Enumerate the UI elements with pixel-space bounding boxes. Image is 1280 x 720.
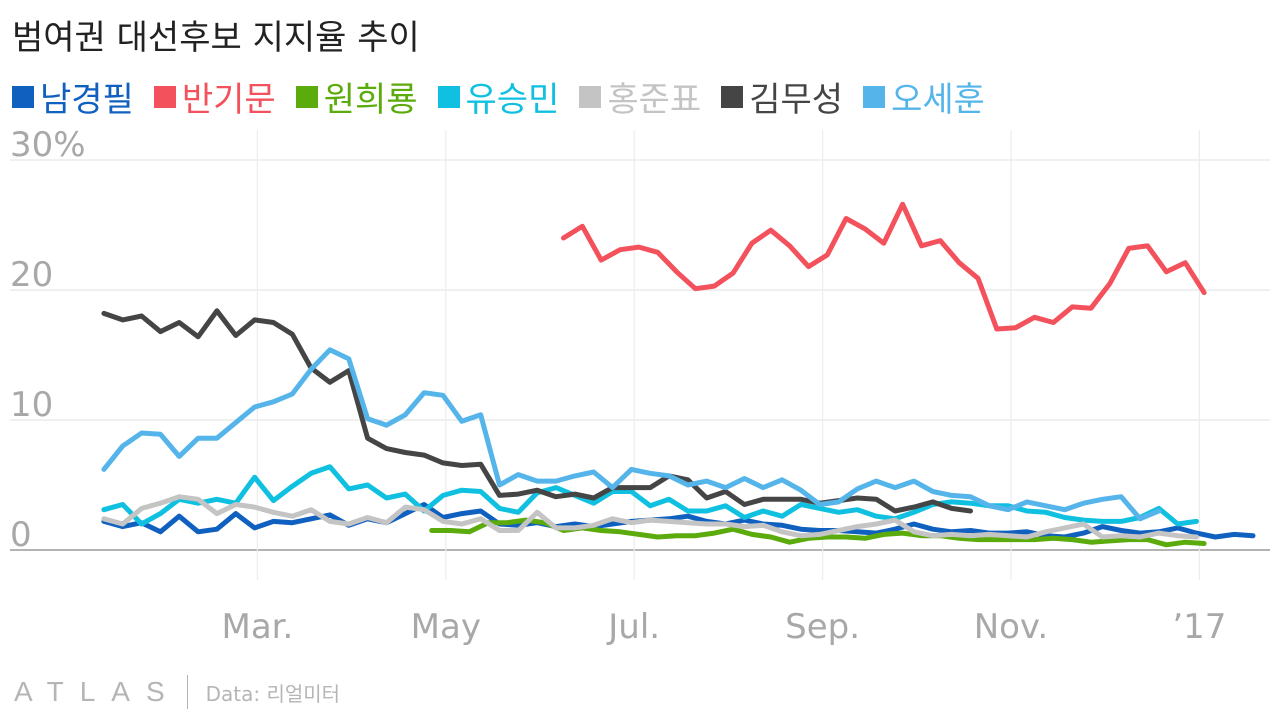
series-line-홍준표	[101, 494, 1199, 540]
legend-label: 유승민	[465, 80, 560, 120]
legend-label: 남경필	[40, 80, 134, 120]
legend-swatch	[863, 85, 886, 108]
legend-swatch	[12, 85, 34, 108]
x-tick-label: Sep.	[785, 607, 860, 647]
legend-label: 김무성	[749, 80, 844, 120]
legend-label: 반기문	[181, 80, 276, 120]
legend-swatch	[153, 85, 176, 108]
legend-label: 오세훈	[891, 80, 985, 120]
y-tick-label: 0	[10, 515, 32, 555]
chart-title: 범여권 대선후보 지지율 추이	[12, 18, 420, 58]
legend-item: 김무성	[721, 72, 843, 121]
legend-swatch	[437, 85, 460, 108]
x-tick-label: May	[411, 607, 481, 647]
legend-item: 유승민	[437, 72, 560, 121]
legend-item: 홍준표	[579, 72, 701, 121]
legend-swatch	[721, 85, 744, 108]
legend-swatch	[579, 85, 602, 108]
legend-item: 반기문	[153, 72, 276, 121]
footer-divider	[186, 675, 188, 709]
legend-item: 오세훈	[863, 72, 985, 121]
legend-label: 원희룡	[323, 80, 418, 120]
source-note: Data: 리얼미터	[205, 681, 341, 706]
x-tick-label: Jul.	[606, 607, 660, 647]
y-tick-label: 10	[10, 385, 53, 425]
x-tick-label: Mar.	[221, 607, 293, 647]
brand-logo: ATLAS	[14, 676, 181, 707]
legend-label: 홍준표	[607, 80, 702, 120]
x-tick-label: Nov.	[974, 607, 1049, 647]
y-tick-label: 30%	[10, 125, 86, 165]
legend-item: 원희룡	[295, 72, 418, 121]
legend-swatch	[295, 85, 318, 108]
series-line-반기문	[561, 201, 1207, 332]
legend: 남경필 반기문 원희룡 유승민 홍준표 김무성 오세훈	[12, 72, 1005, 121]
legend-item: 남경필	[12, 72, 134, 121]
series-line-오세훈	[101, 347, 1162, 522]
x-tick-label: ’17	[1172, 607, 1226, 647]
y-tick-label: 20	[10, 255, 53, 295]
footer: ATLAS Data: 리얼미터	[14, 675, 340, 709]
